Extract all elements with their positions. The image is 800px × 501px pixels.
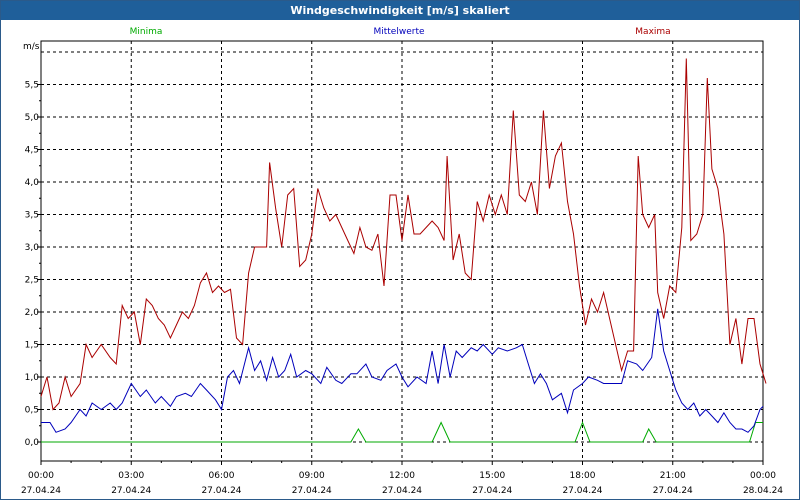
x-tick-time-label: 12:00 — [389, 471, 415, 481]
y-tick-label: 0,5 — [25, 406, 39, 416]
x-tick-date-label: 27.04.24 — [111, 486, 151, 496]
y-tick-label: 3,0 — [25, 243, 40, 253]
y-tick-label: 2,0 — [25, 308, 40, 318]
y-tick-label: 2,5 — [25, 276, 39, 286]
x-tick-date-label: 27.04.24 — [382, 486, 422, 496]
y-tick-label: 4,5 — [25, 146, 39, 156]
series-line-maxima — [40, 58, 767, 411]
legend-entry-maxima: Maxima — [635, 27, 670, 37]
x-tick-time-label: 09:00 — [299, 471, 325, 481]
x-tick-time-label: 06:00 — [209, 471, 235, 481]
x-tick-time-label: 03:00 — [118, 471, 144, 481]
series-line-mittelwerte — [41, 308, 764, 433]
window-title: Windgeschwindigkeit [m/s] skaliert — [1, 1, 799, 20]
y-tick-label: 5,5 — [25, 81, 39, 91]
x-tick-time-label: 18:00 — [570, 471, 596, 481]
y-tick-label: 1,0 — [25, 373, 40, 383]
y-tick-label: 3,5 — [25, 211, 39, 221]
x-tick-date-label: 27.04.24 — [562, 486, 602, 496]
legend-entry-minima: Minima — [130, 27, 163, 37]
series-line-minima — [41, 421, 763, 443]
y-tick-label: 5,0 — [25, 113, 40, 123]
x-tick-date-label: 27.04.24 — [292, 486, 332, 496]
x-tick-date-label: 27.04.24 — [201, 486, 241, 496]
x-tick-date-label: 27.04.24 — [21, 486, 61, 496]
x-tick-time-label: 00:00 — [750, 471, 776, 481]
y-tick-label: 0,0 — [25, 438, 40, 448]
y-tick-label: 4,0 — [25, 178, 40, 188]
x-tick-time-label: 21:00 — [660, 471, 686, 481]
x-tick-date-label: 28.04.24 — [743, 486, 783, 496]
x-tick-time-label: 00:00 — [28, 471, 54, 481]
legend-entry-mittelwerte: Mittelwerte — [373, 27, 424, 37]
x-tick-date-label: 27.04.24 — [653, 486, 693, 496]
x-tick-date-label: 27.04.24 — [472, 486, 512, 496]
x-tick-time-label: 15:00 — [479, 471, 505, 481]
y-axis-label: m/s — [23, 42, 40, 52]
y-tick-label: 1,5 — [25, 341, 39, 351]
